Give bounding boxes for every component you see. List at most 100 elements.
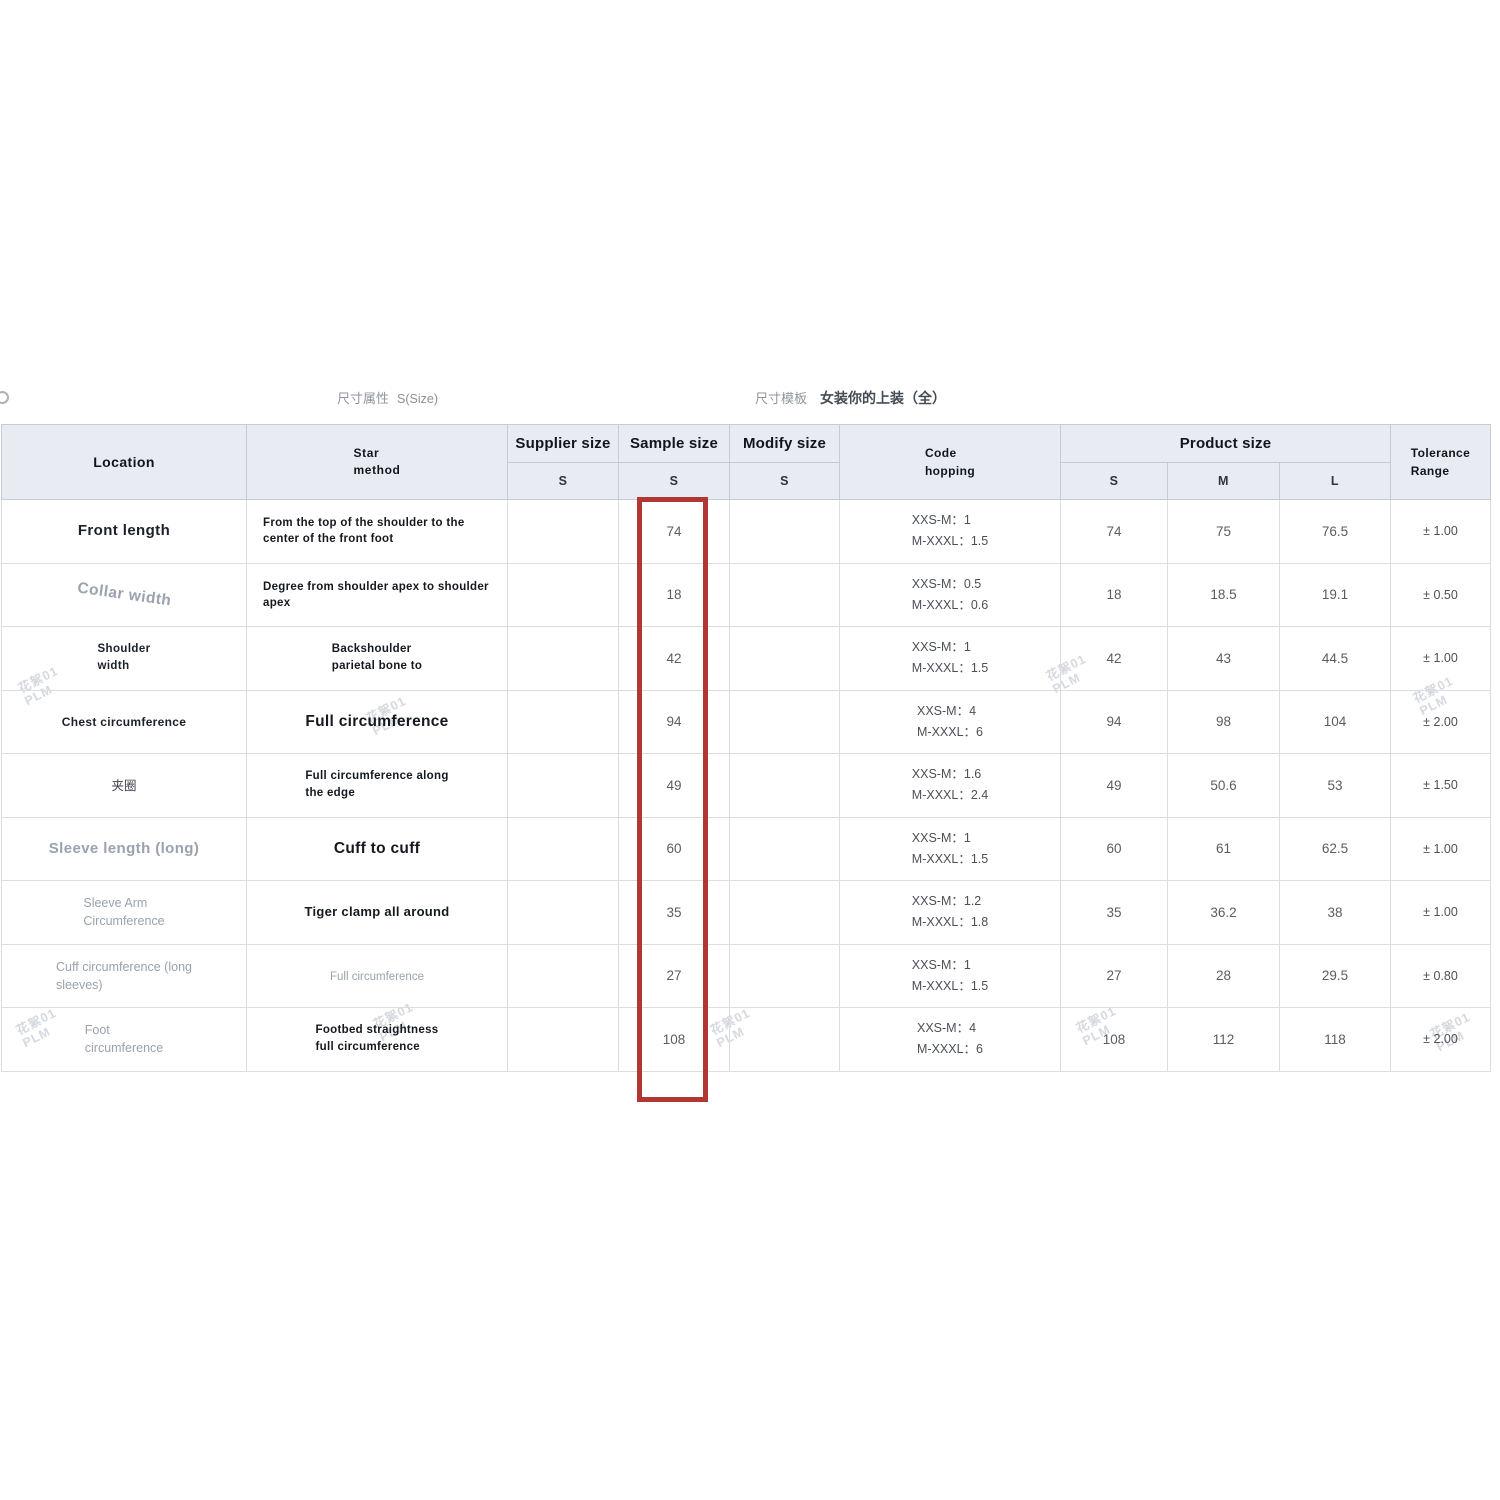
product-size-s-value: 108 <box>1102 1031 1126 1047</box>
product-size-m-value: 75 <box>1215 523 1232 539</box>
product-size-s-value: 27 <box>1106 968 1122 984</box>
product-size-m-cell: 28 <box>1167 943 1280 1008</box>
location-cell: Shoulder width <box>1 626 247 691</box>
product-size-l-value: 53 <box>1327 777 1343 793</box>
sample-size-value: 35 <box>666 904 682 920</box>
table-row: 夹圈 Full circumference along the edge 49 … <box>1 753 1491 818</box>
product-size-l-cell: 76.5 <box>1279 499 1391 564</box>
code-hopping-value: XXS-M：1.6 M-XXXL：2.4 <box>911 767 989 803</box>
tolerance-cell: ± 0.80 <box>1390 943 1491 1008</box>
modify-size-cell <box>729 562 840 627</box>
location-label: Front length <box>77 522 171 540</box>
measure-method-label: Cuff to cuff <box>333 839 421 857</box>
location-label: Shoulder width <box>97 643 151 673</box>
product-size-s-value: 49 <box>1106 777 1122 793</box>
tolerance-cell: ± 0.50 <box>1390 562 1491 627</box>
measure-method-label: Degree from shoulder apex to shoulder ap… <box>263 580 489 609</box>
code-hopping-value: XXS-M：0.5 M-XXXL：0.6 <box>911 576 989 612</box>
size-spec-table: Location Star method Supplier size Sampl… <box>1 424 1491 1072</box>
modify-size-cell <box>729 499 840 564</box>
supplier-size-cell <box>507 753 619 818</box>
product-size-s-cell: 94 <box>1060 689 1168 754</box>
supplier-size-cell <box>507 499 619 564</box>
tolerance-cell: ± 1.00 <box>1390 816 1491 881</box>
product-size-s-value: 94 <box>1106 714 1122 730</box>
product-size-l-cell: 62.5 <box>1279 816 1391 881</box>
subheader-product-s: S <box>1060 462 1168 500</box>
location-label: Sleeve Arm Circumference <box>83 896 165 929</box>
measure-method-label: Tiger clamp all around <box>304 904 450 920</box>
code-hopping-cell: XXS-M：0.5 M-XXXL：0.6 <box>839 562 1061 627</box>
product-size-l-cell: 53 <box>1279 753 1391 818</box>
size-attribute-label: 尺寸属性 <box>337 391 390 406</box>
tolerance-value: ± 1.50 <box>1423 778 1458 793</box>
tolerance-cell: ± 2.00 <box>1390 689 1491 754</box>
measure-method-cell: From the top of the shoulder to the cent… <box>246 499 508 564</box>
product-size-s-value: 35 <box>1106 904 1122 920</box>
product-size-m-cell: 18.5 <box>1167 562 1280 627</box>
product-size-l-value: 44.5 <box>1321 650 1349 666</box>
location-cell: Front length <box>1 499 247 564</box>
tolerance-cell: ± 1.00 <box>1390 880 1491 945</box>
location-cell: Chest circumference <box>1 689 247 754</box>
code-hopping-value: XXS-M：1 M-XXXL：1.5 <box>911 957 989 993</box>
tolerance-value: ± 1.00 <box>1423 524 1458 539</box>
product-size-l-value: 62.5 <box>1321 841 1349 857</box>
measure-method-label: Backshoulder parietal bone to <box>331 643 423 673</box>
column-header-star-method: Star method <box>246 424 508 500</box>
product-size-l-cell: 44.5 <box>1279 626 1391 691</box>
sample-size-value: 27 <box>666 968 682 984</box>
sample-size-cell: 18 <box>618 562 730 627</box>
tolerance-value: ± 0.80 <box>1423 968 1458 983</box>
table-row: Cuff circumference (long sleeves) Full c… <box>1 943 1491 1008</box>
sample-size-cell: 42 <box>618 626 730 691</box>
table-row: Shoulder width Backshoulder parietal bon… <box>1 626 1491 691</box>
column-header-supplier-size: Supplier size <box>507 424 619 463</box>
measure-method-cell: Cuff to cuff <box>246 816 508 881</box>
product-size-s-cell: 18 <box>1060 562 1168 627</box>
location-cell: Sleeve Arm Circumference <box>1 880 247 945</box>
product-size-s-cell: 108 <box>1060 1007 1168 1072</box>
sample-size-cell: 60 <box>618 816 730 881</box>
product-size-m-cell: 75 <box>1167 499 1280 564</box>
tolerance-value: ± 0.50 <box>1423 587 1458 602</box>
measure-method-cell: Backshoulder parietal bone to <box>246 626 508 691</box>
product-size-m-value: 43 <box>1215 650 1232 666</box>
table-row: Chest circumference Full circumference 9… <box>1 689 1491 754</box>
size-template-header: 尺寸模板 女装你的上装（全） <box>755 388 946 408</box>
location-label: 夹圈 <box>111 779 137 794</box>
column-header-tolerance-range: Tolerance Range <box>1390 424 1491 500</box>
code-hopping-value: XXS-M：4 M-XXXL：6 <box>917 1021 983 1057</box>
location-cell: Cuff circumference (long sleeves) <box>1 943 247 1008</box>
product-size-s-value: 60 <box>1106 841 1122 857</box>
location-label: Sleeve length (long) <box>48 839 200 857</box>
measure-method-label: Footbed straightness full circumference <box>315 1024 439 1054</box>
measure-method-cell: Tiger clamp all around <box>246 880 508 945</box>
product-size-s-value: 42 <box>1106 650 1122 666</box>
table-row: Sleeve Arm Circumference Tiger clamp all… <box>1 880 1491 945</box>
code-hopping-value: XXS-M：1.2 M-XXXL：1.8 <box>911 894 989 930</box>
sample-size-cell: 94 <box>618 689 730 754</box>
product-size-m-cell: 98 <box>1167 689 1280 754</box>
supplier-size-cell <box>507 943 619 1008</box>
product-size-m-cell: 61 <box>1167 816 1280 881</box>
product-size-s-value: 74 <box>1106 523 1122 539</box>
tolerance-value: ± 1.00 <box>1423 841 1458 856</box>
table-row: Foot circumference Footbed straightness … <box>1 1007 1491 1072</box>
subheader-product-l: L <box>1279 462 1391 500</box>
code-hopping-cell: XXS-M：4 M-XXXL：6 <box>839 689 1061 754</box>
code-hopping-cell: XXS-M：1 M-XXXL：1.5 <box>839 943 1061 1008</box>
code-hopping-cell: XXS-M：1 M-XXXL：1.5 <box>839 499 1061 564</box>
product-size-s-cell: 42 <box>1060 626 1168 691</box>
measure-method-cell: Degree from shoulder apex to shoulder ap… <box>246 562 508 627</box>
location-cell: Sleeve length (long) <box>1 816 247 881</box>
sample-size-value: 94 <box>666 714 682 730</box>
tolerance-cell: ± 1.50 <box>1390 753 1491 818</box>
product-size-s-cell: 35 <box>1060 880 1168 945</box>
tolerance-value: ± 2.00 <box>1423 714 1458 729</box>
measure-method-label: Full circumference along the edge <box>305 770 449 800</box>
modify-size-cell <box>729 880 840 945</box>
measure-method-label: From the top of the shoulder to the cent… <box>263 517 465 546</box>
modify-size-cell <box>729 943 840 1008</box>
